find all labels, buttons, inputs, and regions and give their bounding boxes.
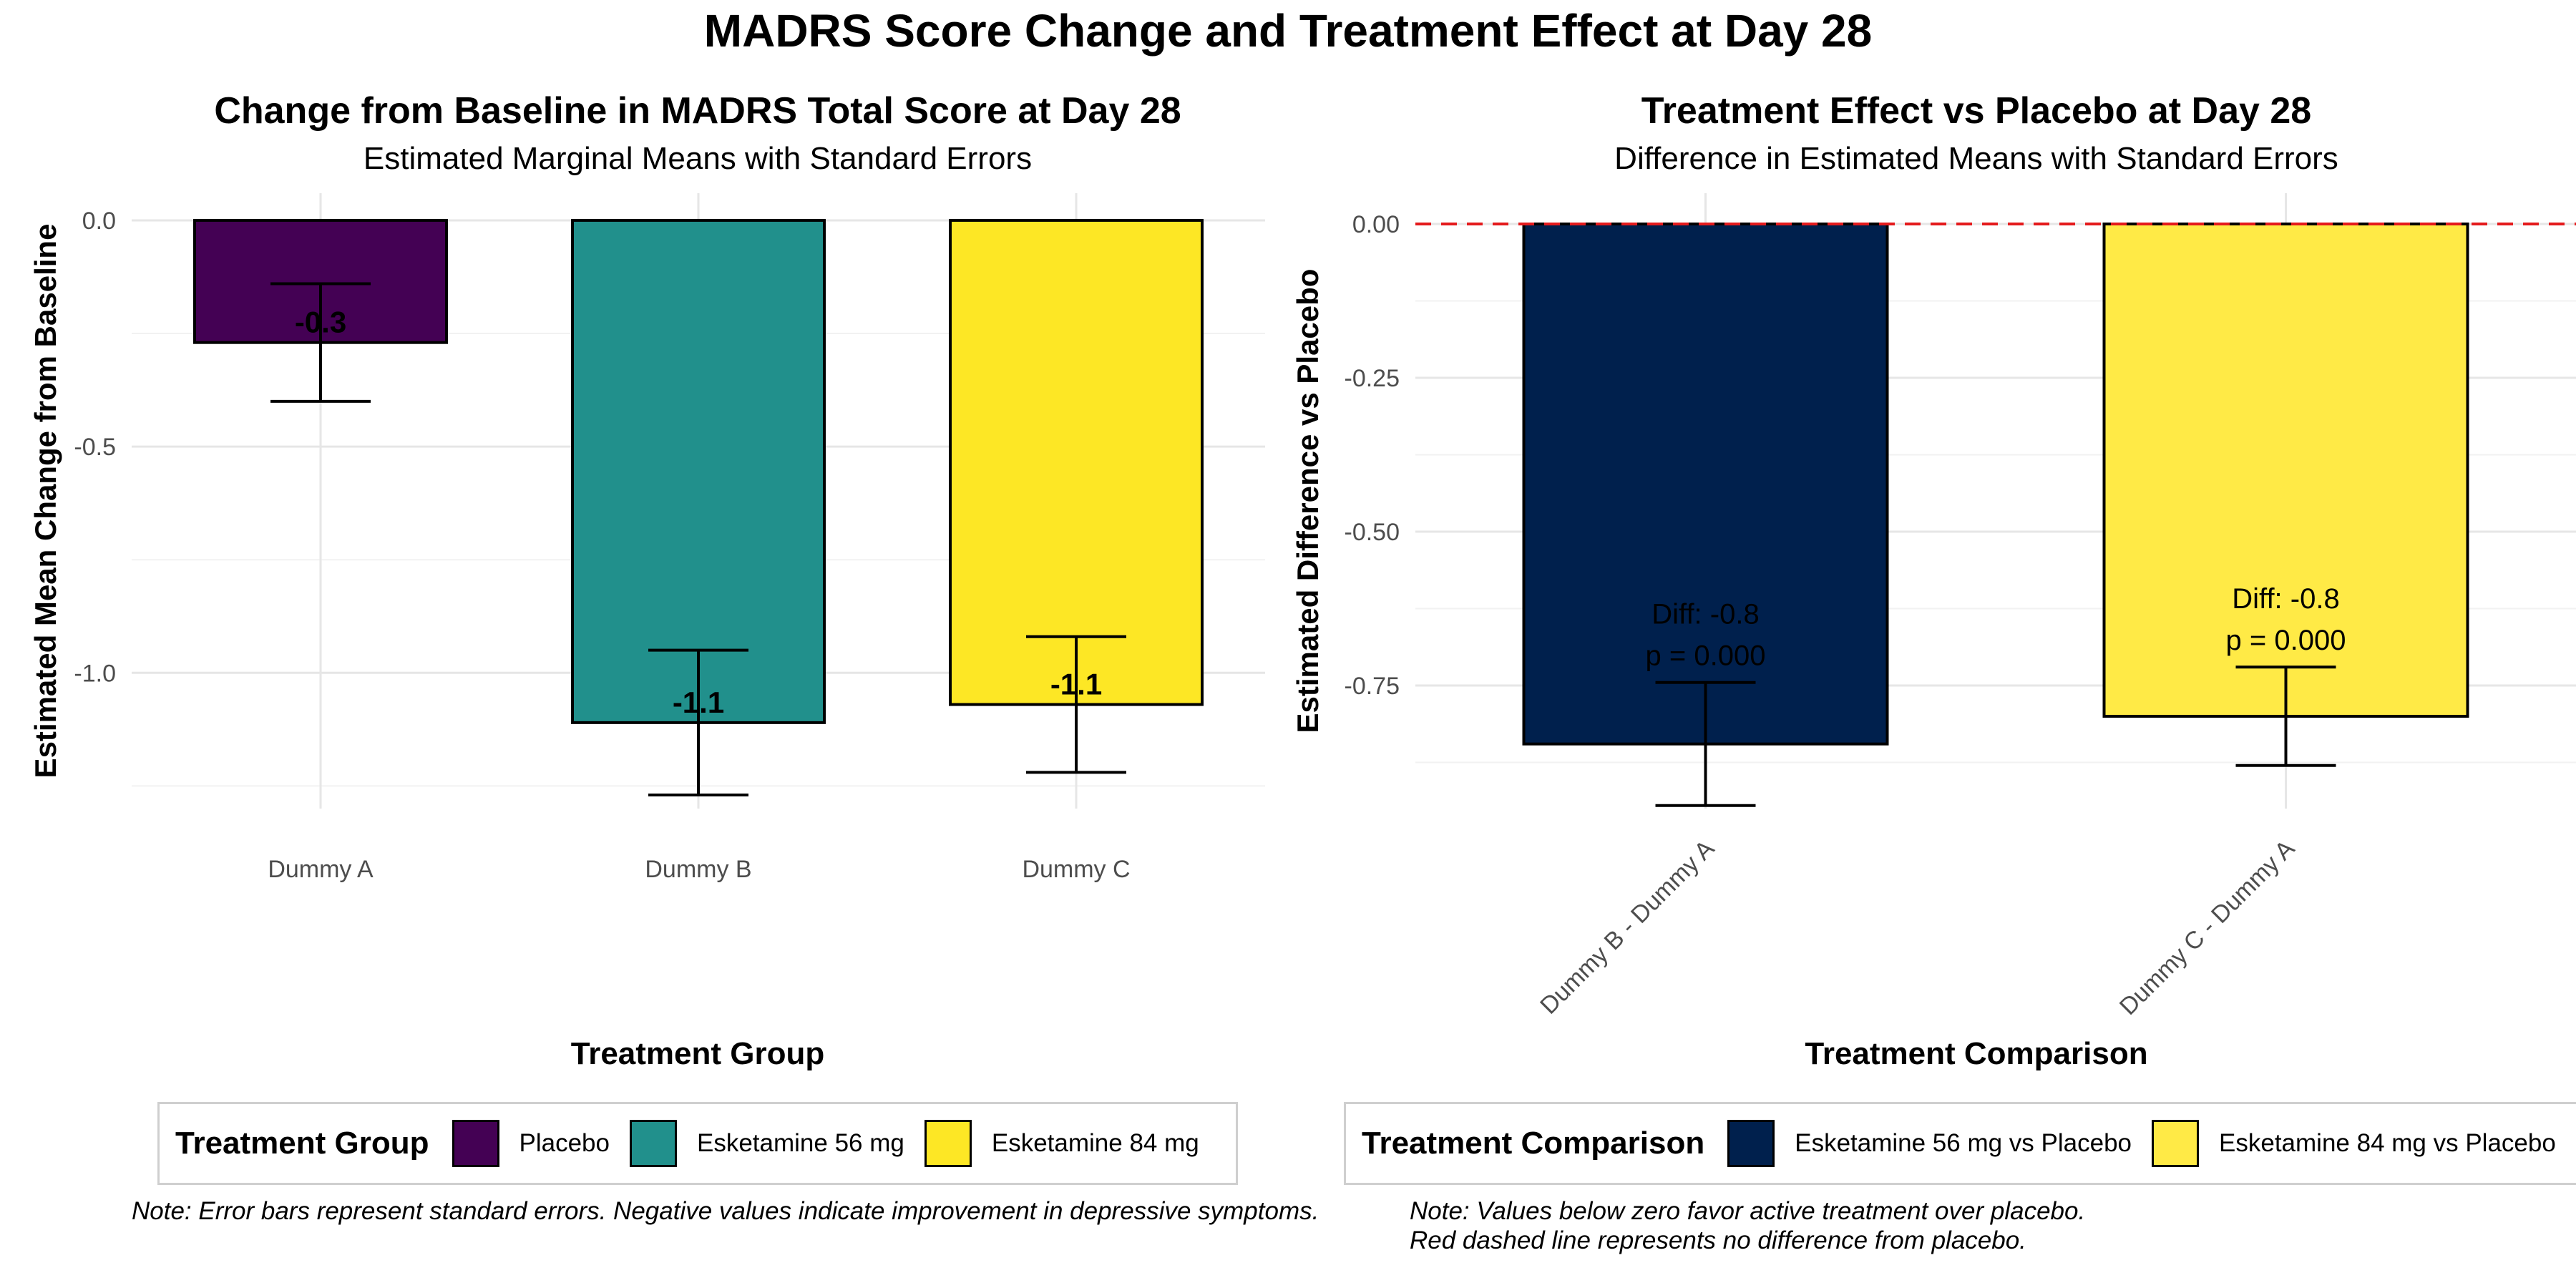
diff-label: Diff: -0.8 [2232, 583, 2339, 615]
y-tick-label: -0.75 [1345, 673, 1400, 700]
x-axis-label: Treatment Group [571, 1036, 825, 1071]
legend-swatch-esketamine-56-vs-placebo [1727, 1120, 1775, 1167]
y-tick-label: -1.0 [74, 660, 116, 687]
data-label: -0.3 [295, 306, 346, 339]
figure-title: MADRS Score Change and Treatment Effect … [703, 5, 1873, 57]
panel-title: Treatment Effect vs Placebo at Day 28 [1641, 90, 2311, 132]
legend-treatment-group: Treatment Group Placebo Esketamine 56 mg… [157, 1102, 1238, 1185]
y-tick-label: -0.25 [1345, 365, 1400, 392]
y-axis-label: Estimated Difference vs Placebo [1291, 269, 1324, 733]
y-tick-label: 0.0 [82, 208, 116, 235]
x-tick-label: Dummy C - Dummy A [2114, 835, 2301, 1021]
y-tick-label: 0.00 [1352, 211, 1400, 238]
x-axis-label: Treatment Comparison [1805, 1036, 2147, 1071]
y-tick-label: -0.5 [74, 434, 116, 461]
y-axis-label: Estimated Mean Change from Baseline [29, 224, 62, 779]
legend-label: Placebo [519, 1129, 610, 1157]
legend-swatch-esketamine-84-vs-placebo [2152, 1120, 2200, 1167]
x-tick-label: Dummy B [645, 856, 751, 883]
y-tick-label: -0.50 [1345, 519, 1400, 546]
diff-label: Diff: -0.8 [1652, 599, 1759, 630]
legend-item-placebo: Placebo [452, 1120, 610, 1167]
note-left: Note: Error bars represent standard erro… [132, 1197, 1319, 1225]
bar [1522, 223, 1889, 746]
legend-treatment-comparison: Treatment Comparison Esketamine 56 mg vs… [1344, 1102, 2576, 1185]
legend-label: Esketamine 56 mg [696, 1129, 904, 1157]
note-right-line-1: Note: Values below zero favor active tre… [1410, 1197, 2086, 1225]
legend-label: Esketamine 84 mg [991, 1129, 1199, 1157]
legend-item-esketamine-84: Esketamine 84 mg [924, 1120, 1199, 1167]
x-tick-label: Dummy B - Dummy A [1535, 835, 1719, 1020]
data-label: -1.1 [1050, 668, 1102, 701]
legend-item-esketamine-84-vs-placebo: Esketamine 84 mg vs Placebo [2152, 1120, 2556, 1167]
bar [571, 218, 826, 724]
x-tick-label: Dummy A [268, 856, 374, 883]
data-label: -1.1 [673, 686, 724, 719]
legend-label: Esketamine 84 mg vs Placebo [2219, 1129, 2556, 1157]
legend-title: Treatment Group [175, 1126, 429, 1161]
legend-title: Treatment Comparison [1362, 1126, 1705, 1161]
panel-subtitle: Estimated Marginal Means with Standard E… [364, 141, 1032, 176]
p-value-label: p = 0.000 [2226, 625, 2346, 656]
note-right-line-2: Red dashed line represents no difference… [1410, 1226, 2026, 1254]
panel-subtitle: Difference in Estimated Means with Stand… [1614, 141, 2338, 176]
legend-label: Esketamine 56 mg vs Placebo [1795, 1129, 2132, 1157]
bar [949, 218, 1204, 706]
legend-item-esketamine-56: Esketamine 56 mg [629, 1120, 904, 1167]
legend-swatch-placebo [452, 1120, 499, 1167]
legend-swatch-esketamine-84 [924, 1120, 972, 1167]
legend-item-esketamine-56-vs-placebo: Esketamine 56 mg vs Placebo [1727, 1120, 2132, 1167]
p-value-label: p = 0.000 [1646, 640, 1766, 672]
note-right: Note: Values below zero favor active tre… [1410, 1196, 2085, 1255]
x-tick-label: Dummy C [1022, 856, 1130, 883]
panel-title: Change from Baseline in MADRS Total Scor… [214, 90, 1181, 132]
legend-swatch-esketamine-56 [629, 1120, 677, 1167]
